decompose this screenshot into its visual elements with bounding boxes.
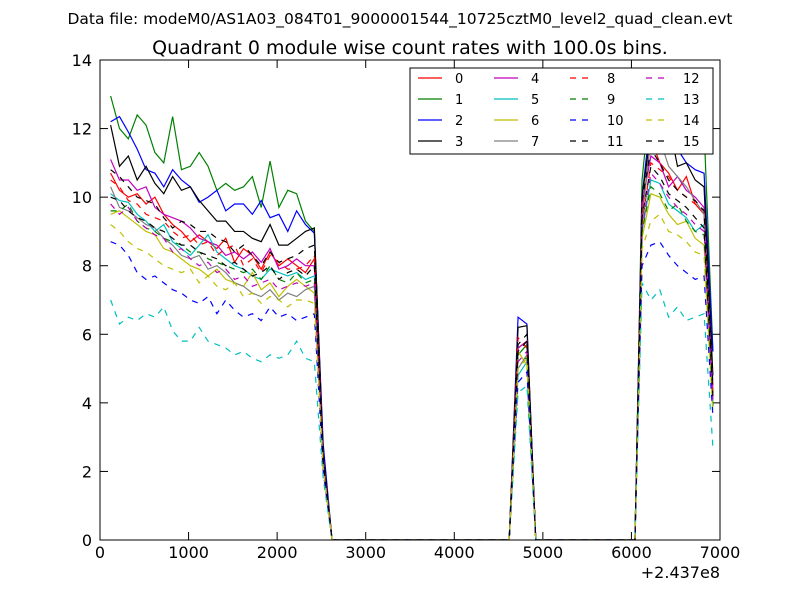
legend-entry-9: 9 (570, 93, 615, 108)
legend-label: 9 (607, 93, 615, 108)
y-tick-label: 10 (72, 188, 92, 207)
y-tick-label: 12 (72, 120, 92, 139)
series-line-8 (110, 161, 714, 540)
chart-title: Quadrant 0 module wise count rates with … (152, 37, 668, 59)
legend-label: 15 (683, 135, 700, 150)
x-tick-label: 6000 (611, 543, 652, 562)
figure-suptitle: Data file: modeM0/AS1A03_084T01_90000015… (67, 10, 732, 29)
legend-label: 8 (607, 72, 615, 87)
legend-label: 10 (607, 114, 624, 129)
legend-entry-3: 3 (418, 135, 463, 150)
legend-label: 0 (455, 72, 463, 87)
x-tick-label: 3000 (345, 543, 386, 562)
legend-entry-5: 5 (494, 93, 539, 108)
legend-entry-0: 0 (418, 72, 463, 87)
x-tick-label: 5000 (522, 543, 563, 562)
y-tick-label: 8 (82, 257, 92, 276)
legend-entry-11: 11 (570, 135, 624, 150)
x-tick-label: 7000 (700, 543, 741, 562)
series-line-12 (110, 171, 714, 540)
legend-entry-14: 14 (646, 114, 700, 129)
x-tick-label: 2000 (257, 543, 298, 562)
legend-entry-10: 10 (570, 114, 624, 129)
series-line-11 (110, 147, 714, 540)
legend-entry-2: 2 (418, 114, 463, 129)
series-line-3 (110, 119, 714, 540)
legend-label: 11 (607, 135, 624, 150)
x-tick-label: 0 (95, 543, 105, 562)
series-layer (110, 89, 714, 540)
legend-label: 6 (531, 114, 539, 129)
legend-label: 5 (531, 93, 539, 108)
legend-entry-12: 12 (646, 72, 700, 87)
x-tick-label: 1000 (168, 543, 209, 562)
legend-label: 1 (455, 93, 463, 108)
legend-label: 12 (683, 72, 700, 87)
legend-entry-6: 6 (494, 114, 539, 129)
legend-entry-7: 7 (494, 135, 539, 150)
series-line-14 (110, 213, 714, 540)
legend-entry-1: 1 (418, 93, 463, 108)
legend-label: 13 (683, 93, 700, 108)
y-tick-label: 6 (82, 325, 92, 344)
legend-entry-8: 8 (570, 72, 615, 87)
y-tick-labels: 0 2 4 6 8 10 12 14 (72, 51, 92, 550)
y-tick-label: 2 (82, 462, 92, 481)
legend-label: 7 (531, 135, 539, 150)
x-offset-label: +2.437e8 (641, 563, 720, 582)
x-tick-label: 4000 (434, 543, 475, 562)
legend-entry-13: 13 (646, 93, 700, 108)
legend-entry-4: 4 (494, 72, 539, 87)
y-tick-label: 14 (72, 51, 92, 70)
x-tick-labels: 0 1000 2000 3000 4000 5000 6000 7000 (95, 543, 740, 562)
legend-label: 3 (455, 135, 463, 150)
legend-box (409, 67, 714, 155)
plot-frame (99, 59, 721, 541)
legend-label: 4 (531, 72, 539, 87)
legend-entry-15: 15 (646, 135, 700, 150)
legend-label: 2 (455, 114, 463, 129)
y-tick-label: 4 (82, 394, 92, 413)
legend-label: 14 (683, 114, 700, 129)
y-tick-label: 0 (82, 531, 92, 550)
series-line-15 (110, 164, 714, 540)
